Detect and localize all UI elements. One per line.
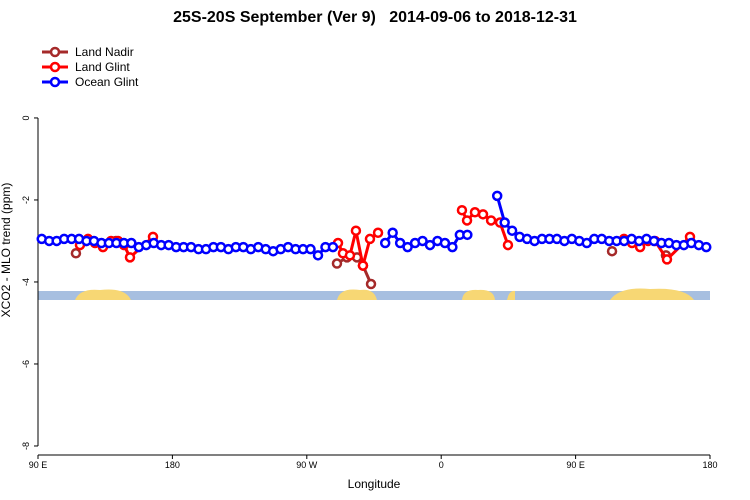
data-point xyxy=(462,229,473,241)
data-point xyxy=(344,250,356,261)
data-point xyxy=(364,233,376,245)
legend-marker xyxy=(49,76,61,88)
y-tick-label: 0 xyxy=(21,115,31,120)
y-tick-label: -6 xyxy=(21,360,31,368)
land-patch xyxy=(610,288,694,300)
data-point xyxy=(461,215,473,226)
data-point xyxy=(305,243,316,255)
x-tick-label: 90 E xyxy=(566,460,585,470)
legend-marker xyxy=(49,61,61,73)
data-point xyxy=(701,241,712,253)
data-point xyxy=(350,225,362,236)
land-patch xyxy=(337,289,377,300)
data-point xyxy=(469,207,481,218)
data-point xyxy=(387,227,398,239)
x-tick-label: 90 E xyxy=(29,460,48,470)
x-tick-label: 180 xyxy=(165,460,180,470)
land-patch xyxy=(462,289,495,300)
x-tick-label: 180 xyxy=(702,460,717,470)
data-point xyxy=(661,254,673,265)
data-point xyxy=(372,227,384,239)
land-patch xyxy=(507,290,515,300)
data-point xyxy=(417,235,428,247)
y-tick-label: -2 xyxy=(21,196,31,204)
data-point xyxy=(365,278,377,290)
data-point xyxy=(327,241,339,253)
land-patch xyxy=(75,289,131,300)
data-point xyxy=(499,217,510,228)
data-point xyxy=(379,237,391,249)
data-point xyxy=(491,190,503,202)
data-point xyxy=(126,237,137,249)
legend-label: Land Glint xyxy=(75,60,130,74)
x-axis-label: Longitude xyxy=(348,477,401,491)
data-point xyxy=(394,237,406,249)
data-point xyxy=(477,209,489,220)
y-axis-label: XCO2 - MLO trend (ppm) xyxy=(0,183,13,318)
data-point xyxy=(424,239,436,251)
data-point xyxy=(581,237,593,249)
data-point xyxy=(402,241,413,253)
data-point xyxy=(447,241,458,253)
x-tick-label: 90 W xyxy=(296,460,318,470)
data-point xyxy=(124,252,136,263)
data-point xyxy=(485,215,497,226)
land-mask xyxy=(38,288,710,300)
data-point xyxy=(70,248,82,259)
legend-marker xyxy=(49,46,61,58)
data-point xyxy=(312,250,324,261)
x-tick-label: 0 xyxy=(439,460,444,470)
data-point xyxy=(502,239,514,251)
data-point xyxy=(439,237,451,249)
y-tick-label: -4 xyxy=(21,278,31,286)
data-point xyxy=(357,260,369,271)
legend-label: Land Nadir xyxy=(75,45,134,59)
y-tick-label: -8 xyxy=(21,442,31,450)
data-point xyxy=(506,225,518,236)
chart-title: 25S-20S September (Ver 9) 2014-09-06 to … xyxy=(173,9,577,26)
data-point xyxy=(606,245,618,257)
data-point xyxy=(456,204,468,216)
legend-label: Ocean Glint xyxy=(75,75,139,89)
data-point xyxy=(331,258,343,269)
